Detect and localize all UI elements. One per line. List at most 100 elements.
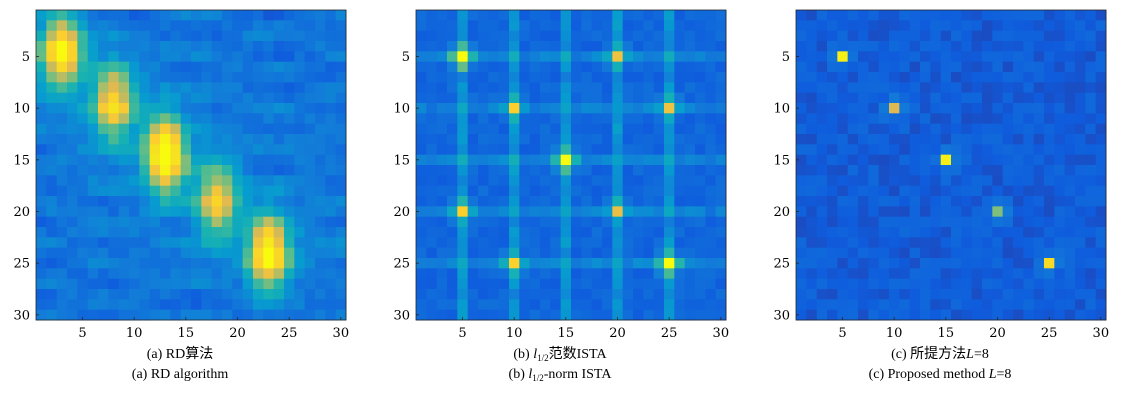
heatmap-cell: [36, 10, 47, 21]
heatmap-cell: [1064, 165, 1076, 176]
heatmap-cell: [242, 154, 254, 166]
heatmap-cell: [191, 196, 202, 207]
heatmap-cell: [447, 61, 458, 73]
heatmap-cell: [622, 268, 634, 280]
heatmap-cell: [447, 154, 458, 166]
heatmap-cell: [335, 30, 347, 42]
heatmap-cell: [87, 206, 99, 218]
heatmap-cell: [498, 227, 510, 238]
heatmap-cell: [827, 20, 838, 32]
heatmap-cell: [67, 309, 78, 321]
heatmap-cell: [643, 216, 655, 228]
heatmap-cell: [992, 289, 1004, 300]
heatmap-cell: [1054, 51, 1066, 63]
heatmap-cell: [1023, 309, 1035, 321]
heatmap-cell: [847, 123, 859, 135]
heatmap-cell: [509, 113, 520, 125]
heatmap-cell: [180, 20, 192, 32]
heatmap-cell: [602, 237, 613, 249]
heatmap-cell: [273, 30, 285, 42]
heatmap-cell: [222, 247, 233, 259]
heatmap-cell: [705, 268, 717, 280]
heatmap-cell: [129, 103, 140, 114]
heatmap-cell: [467, 278, 479, 290]
heatmap-cell: [1044, 51, 1055, 63]
heatmap-cell: [263, 30, 275, 42]
heatmap-cell: [796, 72, 807, 83]
heatmap-cell: [304, 123, 316, 135]
heatmap-cell: [242, 206, 254, 218]
heatmap-cell: [674, 247, 686, 259]
heatmap-cell: [56, 258, 68, 269]
heatmap-cell: [827, 185, 838, 197]
heatmap-cell: [612, 144, 624, 156]
heatmap-cell: [478, 61, 489, 73]
heatmap-cell: [211, 51, 223, 63]
heatmap-cell: [847, 258, 859, 269]
heatmap-cell: [273, 299, 285, 311]
heatmap-cell: [232, 92, 244, 104]
heatmap-cell: [1033, 216, 1045, 228]
heatmap-cell: [715, 258, 727, 269]
heatmap-cell: [325, 216, 337, 228]
heatmap-cell: [118, 165, 130, 176]
heatmap-cell: [222, 278, 233, 290]
heatmap-cell: [612, 278, 624, 290]
heatmap-cell: [1095, 20, 1107, 32]
heatmap-cell: [899, 61, 911, 73]
heatmap-cell: [478, 20, 489, 32]
heatmap-cell: [571, 237, 582, 249]
heatmap-cell: [684, 41, 696, 52]
heatmap-cell: [889, 154, 900, 166]
heatmap-cell: [930, 289, 942, 300]
heatmap-cell: [1033, 237, 1045, 249]
heatmap-cell: [633, 247, 644, 259]
heatmap-cell: [571, 289, 582, 300]
heatmap-cell: [1033, 309, 1045, 321]
heatmap-cell: [519, 144, 531, 156]
heatmap-cell: [478, 154, 489, 166]
heatmap-cell: [816, 144, 828, 156]
heatmap-cell: [796, 41, 807, 52]
heatmap-cell: [1085, 82, 1097, 94]
heatmap-cell: [139, 309, 151, 321]
heatmap-cell: [602, 227, 613, 238]
heatmap-cell: [118, 82, 130, 94]
heatmap-cell: [273, 227, 285, 238]
heatmap-cell: [653, 237, 665, 249]
heatmap-cell: [201, 185, 213, 197]
heatmap-cell: [940, 103, 952, 114]
heatmap-cell: [467, 268, 479, 280]
heatmap-cell: [674, 144, 686, 156]
heatmap-cell: [335, 144, 347, 156]
heatmap-cell: [1054, 289, 1066, 300]
heatmap-cell: [77, 299, 89, 311]
heatmap-cell: [529, 278, 541, 290]
heatmap-cell: [519, 237, 531, 249]
heatmap-cell: [160, 216, 171, 228]
heatmap-cell: [951, 237, 962, 249]
heatmap-cell: [98, 72, 109, 83]
heatmap-cell: [335, 123, 347, 135]
heatmap-cell: [180, 299, 192, 311]
heatmap-cell: [796, 185, 807, 197]
heatmap-cell: [284, 92, 295, 104]
heatmap-cell: [1033, 41, 1045, 52]
heatmap-cell: [1075, 278, 1086, 290]
heatmap-cell: [457, 278, 469, 290]
heatmap-cell: [160, 237, 171, 249]
heatmap-cell: [77, 268, 89, 280]
heatmap-cell: [335, 103, 347, 114]
heatmap-cell: [971, 309, 983, 321]
heatmap-cell: [930, 61, 942, 73]
heatmap-cell: [457, 258, 469, 269]
heatmap-cell: [816, 165, 828, 176]
heatmap-cell: [294, 41, 306, 52]
heatmap-cell: [180, 278, 192, 290]
heatmap-cell: [1013, 206, 1024, 218]
heatmap-cell: [1002, 103, 1014, 114]
heatmap-cell: [982, 61, 993, 73]
heatmap-cell: [294, 144, 306, 156]
heatmap-cell: [889, 20, 900, 32]
heatmap-cell: [529, 185, 541, 197]
